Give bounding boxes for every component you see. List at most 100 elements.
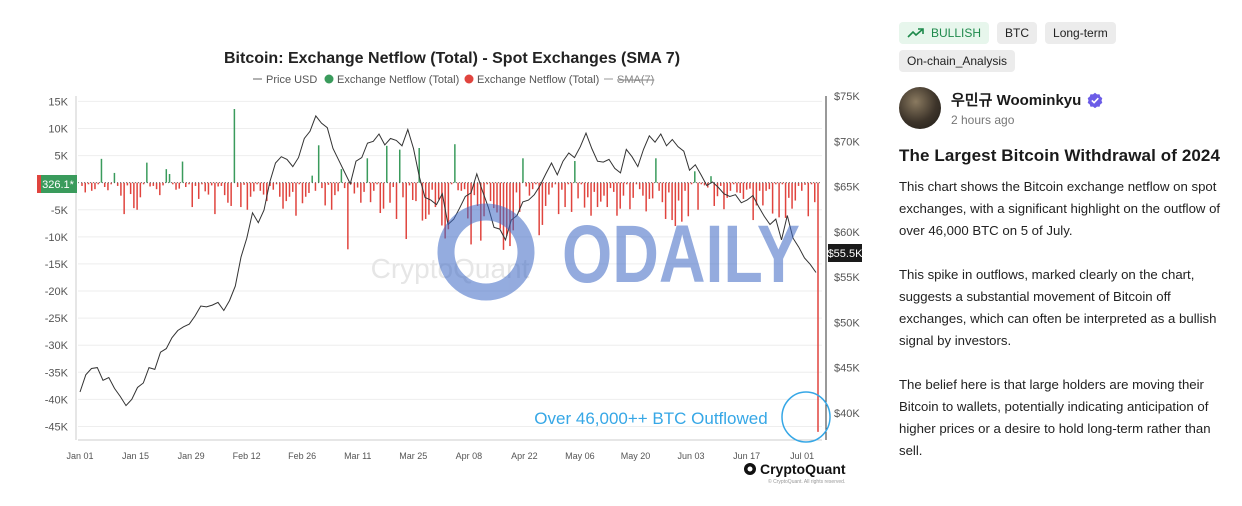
tag-on-chain-analysis[interactable]: On-chain_Analysis bbox=[899, 50, 1016, 72]
outflow-bar bbox=[535, 182, 537, 185]
outflow-bar bbox=[227, 182, 229, 203]
outflow-bar bbox=[609, 182, 612, 189]
verified-badge-icon bbox=[1087, 92, 1103, 108]
outflow-bar bbox=[713, 182, 715, 206]
outflow-bar bbox=[256, 182, 258, 185]
tag-long-term[interactable]: Long-term bbox=[1045, 22, 1116, 44]
outflow-bar bbox=[191, 182, 193, 208]
author-block[interactable]: 우민규 Woominkyu 2 hours ago bbox=[899, 86, 1231, 130]
outflow-bar bbox=[178, 182, 181, 189]
outflow-bar bbox=[544, 182, 547, 206]
outflow-bar bbox=[622, 182, 625, 196]
outflow-bar bbox=[752, 182, 754, 221]
outflow-bar bbox=[564, 182, 566, 208]
outflow-bar bbox=[204, 182, 206, 192]
outflow-bar bbox=[684, 182, 686, 191]
inflow-bar bbox=[233, 109, 236, 183]
outflow-bar bbox=[437, 182, 440, 200]
outflow-bar bbox=[629, 182, 631, 210]
current-netflow-marker: 326.1* bbox=[37, 175, 77, 193]
outflow-bar bbox=[593, 182, 596, 192]
outflow-bar bbox=[473, 182, 476, 196]
left-tick-label: -40K bbox=[45, 394, 69, 406]
author-info: 우민규 Woominkyu 2 hours ago bbox=[951, 89, 1103, 127]
outflow-bar bbox=[635, 182, 638, 185]
inflow-bar bbox=[366, 158, 369, 183]
outflow-bar bbox=[288, 182, 291, 197]
x-tick-label: Jan 29 bbox=[178, 451, 205, 461]
outflow-bar bbox=[554, 182, 557, 185]
outflow-bar bbox=[768, 182, 771, 190]
right-tick-label: $55K bbox=[834, 272, 860, 284]
outflow-bar bbox=[681, 182, 683, 222]
right-tick-label: $60K bbox=[834, 227, 860, 239]
chart-legend: Price USD Exchange Netflow (Total) Excha… bbox=[253, 74, 654, 86]
avatar[interactable] bbox=[899, 87, 941, 129]
outflow-bar bbox=[295, 182, 297, 216]
outflow-bar bbox=[486, 182, 489, 185]
post-timestamp: 2 hours ago bbox=[951, 113, 1015, 127]
outflow-bar bbox=[395, 182, 398, 219]
outflow-bar bbox=[314, 182, 317, 191]
outflow-bar bbox=[638, 182, 641, 190]
left-tick-label: -20K bbox=[45, 286, 69, 298]
x-tick-label: Jan 15 bbox=[122, 451, 149, 461]
outflow-bar bbox=[220, 182, 223, 186]
tag-list: BULLISH BTC Long-term On-chain_Analysis bbox=[899, 22, 1199, 72]
outflow-bar bbox=[175, 182, 177, 190]
outflow-bar bbox=[155, 182, 158, 190]
outflow-bar bbox=[817, 182, 819, 432]
right-axis: $75K $70K $65K $60K $55K $50K $45K $40K bbox=[825, 91, 860, 440]
outflow-bar bbox=[775, 182, 777, 185]
outflow-bar bbox=[246, 182, 249, 210]
outflow-bar bbox=[642, 182, 644, 196]
outflow-bar bbox=[801, 182, 803, 191]
outflow-bar bbox=[732, 182, 735, 185]
right-tick-label: $40K bbox=[834, 408, 860, 420]
inflow-bar bbox=[655, 158, 657, 183]
outflow-bar bbox=[291, 182, 294, 192]
outflow-bar bbox=[548, 182, 550, 195]
outflow-bar bbox=[223, 182, 226, 196]
right-tick-label: $50K bbox=[834, 317, 860, 329]
outflow-bar bbox=[243, 182, 245, 185]
outflow-bar bbox=[152, 182, 155, 186]
outflow-bar bbox=[742, 182, 745, 199]
chart-panel: Bitcoin: Exchange Netflow (Total) - Spot… bbox=[37, 50, 864, 485]
post-paragraph-3: The belief here is that large holders ar… bbox=[899, 377, 1211, 458]
outflow-bar bbox=[603, 182, 605, 196]
current-price-value: $55.5K bbox=[828, 248, 864, 260]
outflow-bar bbox=[120, 182, 122, 196]
outflow-bar bbox=[434, 182, 437, 208]
left-tick-label: -25K bbox=[45, 313, 69, 325]
outflow-bar bbox=[428, 182, 430, 215]
outflow-bar bbox=[110, 182, 112, 185]
x-tick-label: May 20 bbox=[621, 451, 651, 461]
outflow-bar bbox=[528, 182, 531, 196]
x-tick-label: Jul 01 bbox=[790, 451, 814, 461]
outflow-bar bbox=[567, 182, 570, 185]
outflow-bar bbox=[103, 182, 106, 188]
outflow-bar bbox=[794, 182, 797, 201]
outflow-bar bbox=[612, 182, 615, 192]
x-tick-label: Apr 22 bbox=[511, 451, 538, 461]
inflow-bar bbox=[165, 169, 168, 183]
outflow-bar bbox=[791, 182, 793, 209]
left-tick-label: -45K bbox=[45, 421, 69, 433]
odaily-logo-ring bbox=[437, 203, 535, 301]
tag-bullish[interactable]: BULLISH bbox=[899, 22, 990, 44]
tag-btc[interactable]: BTC bbox=[997, 22, 1038, 44]
outflow-bar bbox=[334, 182, 336, 196]
outflow-bar bbox=[658, 182, 660, 191]
outflow-bar bbox=[298, 182, 300, 185]
outflow-bar bbox=[441, 182, 443, 226]
outflow-bar bbox=[330, 182, 333, 210]
chart-title: Bitcoin: Exchange Netflow (Total) - Spot… bbox=[224, 50, 680, 67]
cryptoquant-logo-icon-inner bbox=[747, 466, 753, 472]
inflow-bar bbox=[146, 162, 148, 183]
author-name[interactable]: 우민규 Woominkyu bbox=[951, 92, 1082, 109]
outflow-bar bbox=[616, 182, 618, 216]
chart-gridlines bbox=[78, 100, 822, 427]
outflow-bar bbox=[84, 182, 86, 193]
outflow-bar bbox=[405, 182, 407, 240]
